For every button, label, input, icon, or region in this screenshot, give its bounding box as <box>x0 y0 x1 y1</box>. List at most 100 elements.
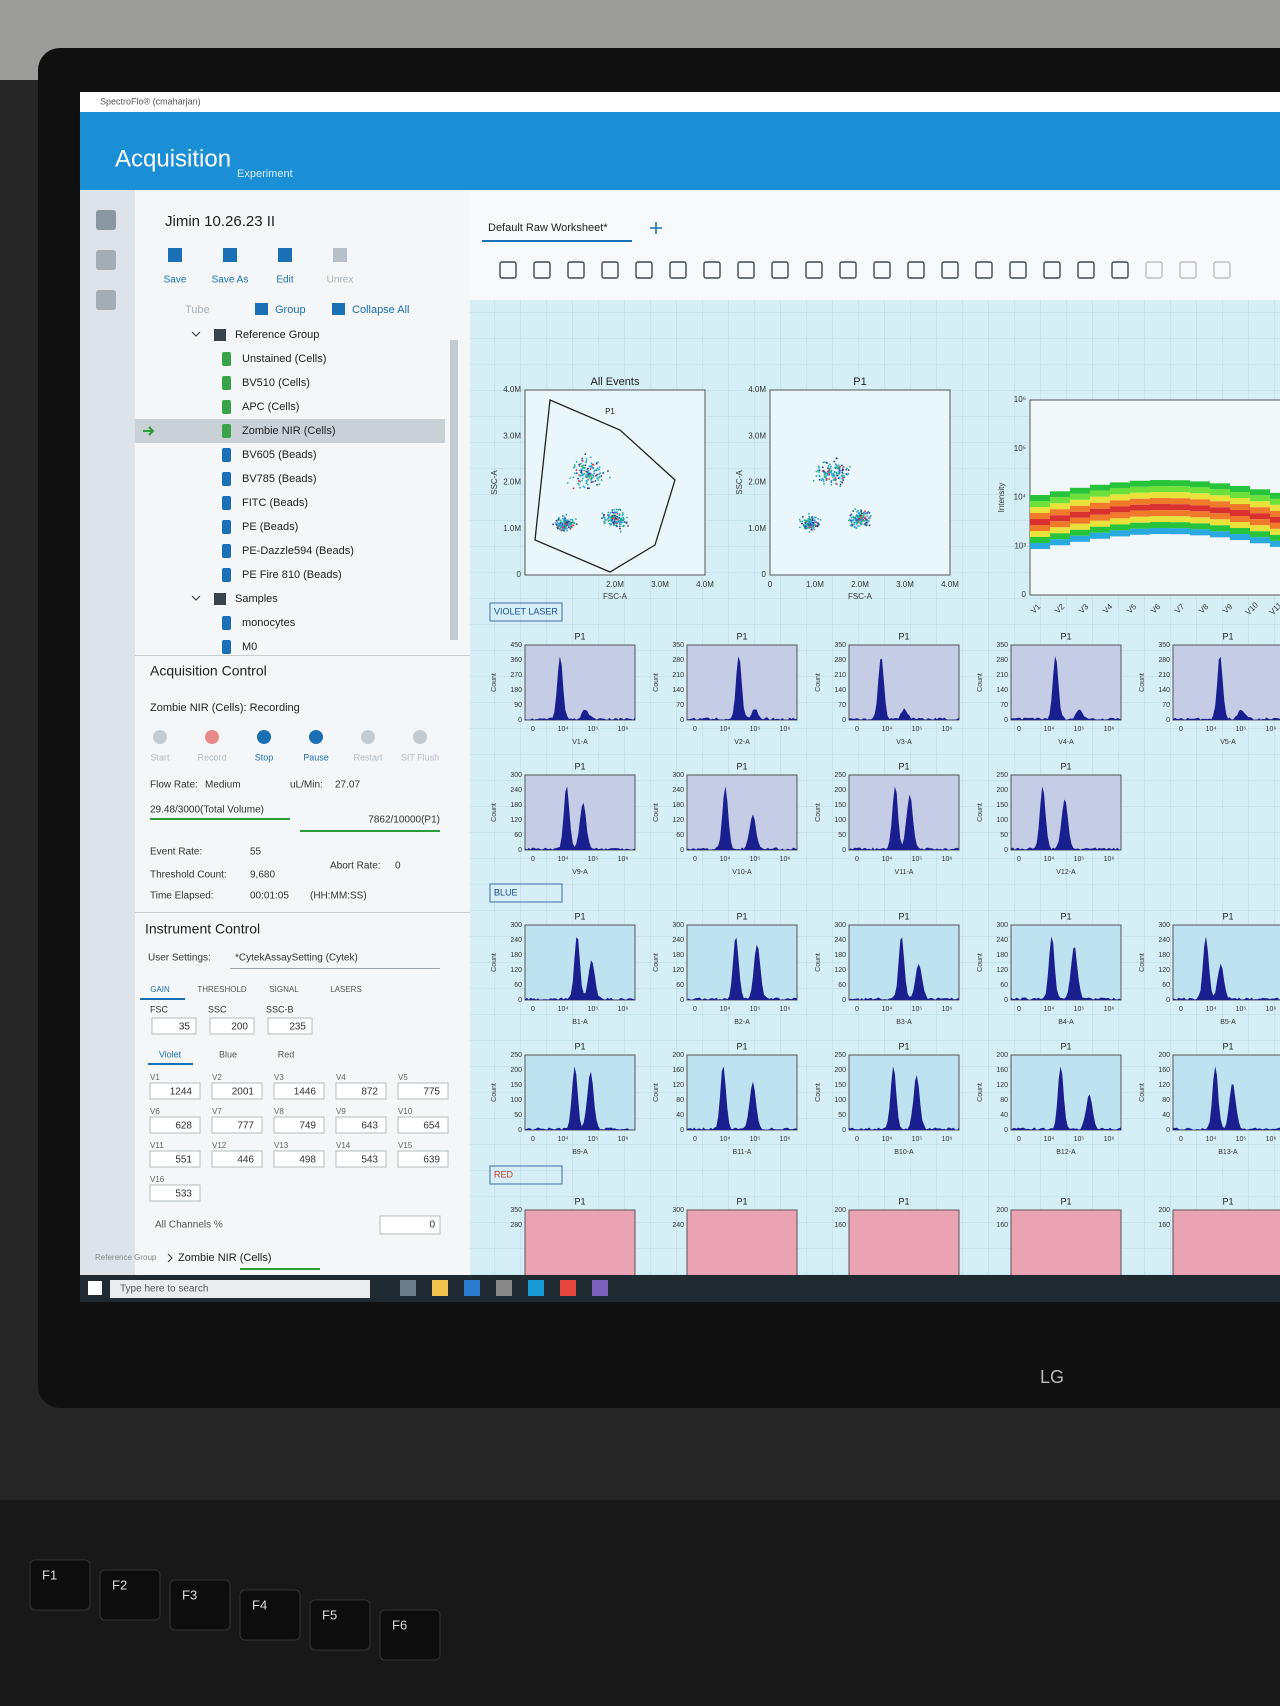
key[interactable] <box>239 1589 301 1641</box>
taskbar-app[interactable] <box>400 1280 416 1296</box>
taskbar-app[interactable] <box>560 1280 576 1296</box>
taskbar-app[interactable] <box>592 1280 608 1296</box>
gain-input[interactable] <box>335 1082 387 1100</box>
toolbar-icon[interactable] <box>168 248 182 262</box>
gain-input[interactable] <box>149 1116 201 1134</box>
gain-input[interactable] <box>151 1017 197 1035</box>
tool-icon[interactable] <box>975 261 993 279</box>
control-button[interactable]: Record <box>197 752 226 762</box>
gain-input[interactable] <box>267 1017 313 1035</box>
toolbar-icon[interactable] <box>278 248 292 262</box>
key[interactable] <box>379 1609 441 1661</box>
key[interactable] <box>169 1579 231 1631</box>
tree-group[interactable]: Samples <box>235 593 278 605</box>
gain-input[interactable] <box>211 1082 263 1100</box>
nav-icon[interactable] <box>96 210 116 230</box>
toolbar-button[interactable]: Unrex <box>327 275 354 286</box>
tree-item[interactable]: Zombie NIR (Cells) <box>242 425 336 437</box>
tool-icon[interactable] <box>771 261 789 279</box>
tool-icon[interactable] <box>703 261 721 279</box>
gain-input[interactable] <box>397 1116 449 1134</box>
toolbar-icon[interactable] <box>223 248 237 262</box>
tool-icon[interactable] <box>669 261 687 279</box>
control-icon[interactable] <box>205 730 219 744</box>
key[interactable] <box>29 1559 91 1611</box>
tree-group[interactable]: Reference Group <box>235 329 319 341</box>
nav-icon[interactable] <box>96 290 116 310</box>
tool-icon[interactable] <box>907 261 925 279</box>
tool-icon[interactable] <box>1043 261 1061 279</box>
tool-icon[interactable] <box>1179 261 1197 279</box>
tree-item[interactable]: APC (Cells) <box>242 401 299 413</box>
tree-item[interactable]: BV605 (Beads) <box>242 449 317 461</box>
tool-icon[interactable] <box>533 261 551 279</box>
control-button[interactable]: Restart <box>353 752 383 762</box>
tool-icon[interactable] <box>1077 261 1095 279</box>
tree-item[interactable]: FITC (Beads) <box>242 497 308 509</box>
input[interactable] <box>379 1215 441 1235</box>
tree-item[interactable]: PE Fire 810 (Beads) <box>242 569 342 581</box>
control-icon[interactable] <box>257 730 271 744</box>
tool-icon[interactable] <box>1111 261 1129 279</box>
laser-tab[interactable]: Blue <box>219 1049 237 1059</box>
gain-input[interactable] <box>397 1082 449 1100</box>
control-button[interactable]: Start <box>150 752 170 762</box>
worksheet-tab[interactable]: Default Raw Worksheet* <box>488 222 608 234</box>
tree-action[interactable]: Tube <box>185 304 210 316</box>
gain-input[interactable] <box>335 1116 387 1134</box>
tool-icon[interactable] <box>805 261 823 279</box>
start-button[interactable] <box>88 1281 102 1295</box>
tab[interactable]: LASERS <box>330 985 362 994</box>
toolbar-icon[interactable] <box>333 248 347 262</box>
tab[interactable]: THRESHOLD <box>197 985 247 994</box>
control-icon[interactable] <box>153 730 167 744</box>
gain-input[interactable] <box>149 1082 201 1100</box>
scrollbar[interactable] <box>450 340 458 640</box>
gain-input[interactable] <box>335 1150 387 1168</box>
taskbar-app[interactable] <box>528 1280 544 1296</box>
gain-input[interactable] <box>273 1150 325 1168</box>
gain-input[interactable] <box>149 1184 201 1202</box>
tree-item[interactable]: monocytes <box>242 617 296 629</box>
tool-icon[interactable] <box>1213 261 1231 279</box>
tree-action[interactable]: Collapse All <box>352 304 409 316</box>
tab[interactable]: SIGNAL <box>269 985 299 994</box>
gain-input[interactable] <box>211 1116 263 1134</box>
key[interactable] <box>309 1599 371 1651</box>
tool-icon[interactable] <box>1009 261 1027 279</box>
tool-icon[interactable] <box>941 261 959 279</box>
gain-input[interactable] <box>273 1082 325 1100</box>
tool-icon[interactable] <box>635 261 653 279</box>
add-tab[interactable] <box>650 222 662 234</box>
nav-icon[interactable] <box>96 250 116 270</box>
toolbar-button[interactable]: Save As <box>212 275 249 286</box>
tree-item[interactable]: Unstained (Cells) <box>242 353 326 365</box>
taskbar-app[interactable] <box>464 1280 480 1296</box>
tool-icon[interactable] <box>499 261 517 279</box>
gain-input[interactable] <box>397 1150 449 1168</box>
tool-icon[interactable] <box>567 261 585 279</box>
gain-input[interactable] <box>273 1116 325 1134</box>
toolbar-button[interactable]: Save <box>164 275 187 286</box>
control-icon[interactable] <box>309 730 323 744</box>
tab[interactable]: GAIN <box>150 985 170 994</box>
taskbar-app[interactable] <box>432 1280 448 1296</box>
tool-icon[interactable] <box>1145 261 1163 279</box>
dropdown[interactable]: *CytekAssaySetting (Cytek) <box>235 953 358 964</box>
search-box[interactable] <box>110 1280 370 1298</box>
laser-tab[interactable]: Red <box>278 1049 295 1059</box>
tool-icon[interactable] <box>873 261 891 279</box>
gain-input[interactable] <box>149 1150 201 1168</box>
tree-item[interactable]: M0 <box>242 641 257 653</box>
control-icon[interactable] <box>361 730 375 744</box>
gain-input[interactable] <box>211 1150 263 1168</box>
tree-item[interactable]: PE (Beads) <box>242 521 298 533</box>
tree-item[interactable]: BV785 (Beads) <box>242 473 317 485</box>
tool-icon[interactable] <box>601 261 619 279</box>
tool-icon[interactable] <box>737 261 755 279</box>
tree-action[interactable]: Group <box>275 304 306 316</box>
control-button[interactable]: SIT Flush <box>401 752 439 762</box>
dropdown[interactable]: Medium <box>205 780 241 791</box>
control-button[interactable]: Pause <box>303 752 329 762</box>
toolbar-button[interactable]: Edit <box>276 275 293 286</box>
